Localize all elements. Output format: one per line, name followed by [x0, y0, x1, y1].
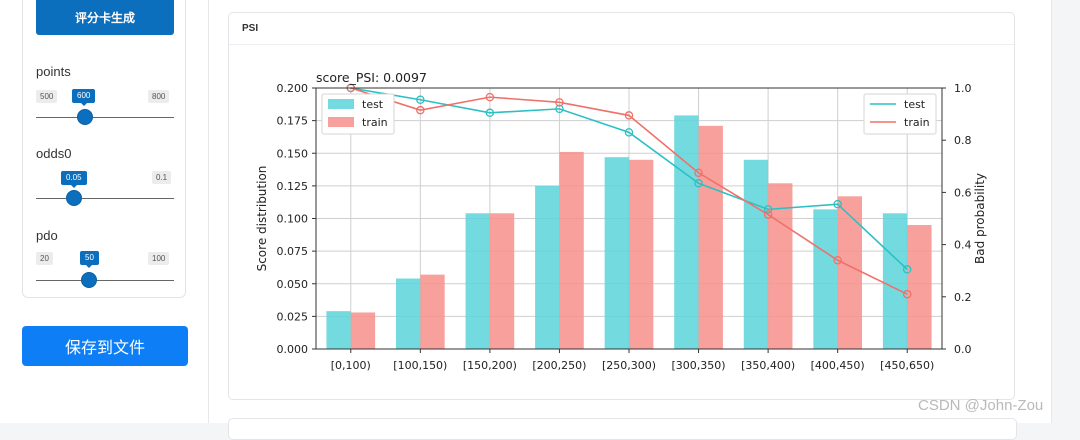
- point-test: [763, 205, 773, 214]
- x-tick-label: [200,250): [532, 359, 586, 372]
- bar-test: [395, 278, 421, 349]
- bar-test: [813, 209, 838, 349]
- bar-test: [743, 159, 769, 349]
- y-tick-label: 0.000: [277, 343, 309, 356]
- generate-scorecard-button[interactable]: 评分卡生成: [36, 0, 174, 35]
- y-tick-label: 0.050: [277, 278, 309, 291]
- bar-test: [882, 213, 908, 349]
- pdo-max: 100: [148, 252, 170, 265]
- psi-card-header: PSI: [229, 13, 1014, 45]
- y-tick-label: 0.025: [277, 310, 309, 323]
- point-train: [833, 256, 842, 265]
- x-tick-label: [350,400): [741, 359, 795, 372]
- bar-test: [326, 311, 351, 349]
- point-test: [624, 128, 634, 137]
- points-min: 500: [36, 90, 58, 103]
- point-train: [485, 92, 495, 102]
- save-to-file-button[interactable]: 保存到文件: [22, 326, 188, 366]
- pdo-slider-track[interactable]: [36, 280, 174, 281]
- legend-swatch-test: [328, 99, 354, 109]
- point-test: [485, 108, 495, 118]
- x-tick-label: [100,150): [393, 359, 447, 372]
- points-label: points: [36, 64, 71, 79]
- y2-tick-label: 0.0: [954, 343, 972, 356]
- pdo-value: 50: [80, 251, 99, 268]
- line-test: [350, 87, 908, 270]
- bar-train: [629, 159, 654, 349]
- pdo-min: 20: [36, 252, 53, 265]
- bar-train: [768, 183, 793, 349]
- point-train: [624, 111, 634, 120]
- chart-title: score_PSI: 0.0097: [316, 70, 427, 85]
- x-tick-label: [300,350): [672, 359, 726, 372]
- y2-tick-label: 0.2: [954, 291, 972, 304]
- pdo-slider-thumb[interactable]: [81, 272, 97, 288]
- legend-swatch-train: [328, 117, 354, 127]
- point-train: [694, 168, 703, 178]
- psi-chart: 0.000 0.025 0.050 0.075 0.100 0.125 0.150 0.175…: [255, 70, 987, 372]
- point-test: [833, 199, 842, 209]
- legend-label-train: train: [362, 116, 388, 129]
- y-tick-label: 0.150: [277, 147, 309, 160]
- point-train: [902, 289, 912, 299]
- bar-train: [420, 274, 445, 349]
- y2-axis-label: Bad probability: [973, 173, 987, 264]
- bar-test: [535, 185, 560, 349]
- psi-card-title: PSI: [242, 23, 259, 34]
- y-axis-label: Score distribution: [255, 166, 269, 272]
- point-test: [902, 265, 912, 274]
- y-tick-label: 0.175: [277, 115, 309, 128]
- y2-tick-label: 0.8: [954, 134, 972, 147]
- x-tick-label: [0,100): [331, 359, 371, 372]
- pdo-label: pdo: [36, 228, 58, 243]
- points-slider-thumb[interactable]: [77, 109, 93, 125]
- x-tick-label: [400,450): [811, 359, 865, 372]
- y2-tick-label: 0.4: [954, 239, 972, 252]
- point-train: [763, 210, 773, 219]
- y2-tick-label: 0.6: [954, 186, 972, 199]
- point-test: [694, 179, 703, 188]
- points-slider-track[interactable]: [36, 117, 174, 118]
- line-train: [350, 87, 908, 295]
- odds0-label: odds0: [36, 146, 72, 161]
- y-tick-label: 0.075: [277, 245, 309, 258]
- bar-train: [698, 125, 723, 349]
- watermark: CSDN @John-Zou: [918, 397, 1044, 414]
- point-test: [555, 104, 564, 114]
- x-tick-label: [250,300): [602, 359, 656, 372]
- point-train: [555, 98, 564, 107]
- bar-train: [907, 225, 932, 349]
- y-tick-label: 0.125: [277, 180, 309, 193]
- legend-line-label-train: train: [904, 116, 930, 129]
- bar-test: [465, 213, 490, 349]
- odds0-value: 0.05: [61, 171, 87, 188]
- legend-label-test: test: [362, 98, 384, 111]
- y-tick-label: 0.200: [277, 82, 309, 95]
- right-gutter: [1051, 0, 1080, 423]
- bar-test: [604, 157, 629, 349]
- legend-line-label-test: test: [904, 98, 926, 111]
- points-max: 800: [148, 90, 170, 103]
- point-train: [416, 105, 425, 115]
- bar-test: [674, 115, 699, 349]
- bar-train: [489, 213, 515, 349]
- plot-frame: [315, 87, 943, 350]
- y-tick-label: 0.100: [277, 213, 309, 226]
- x-tick-label: [450,650): [880, 359, 934, 372]
- odds0-max: 0.1: [152, 171, 172, 184]
- odds0-slider-thumb[interactable]: [66, 190, 82, 206]
- bar-train: [837, 196, 863, 349]
- odds0-slider-track[interactable]: [36, 198, 174, 199]
- y2-tick-label: 1.0: [954, 82, 972, 95]
- points-value: 600: [72, 89, 96, 106]
- x-tick-label: [150,200): [463, 359, 517, 372]
- bar-train: [559, 151, 584, 349]
- settings-card: [22, 0, 186, 298]
- bar-train: [350, 312, 376, 349]
- point-test: [416, 95, 425, 104]
